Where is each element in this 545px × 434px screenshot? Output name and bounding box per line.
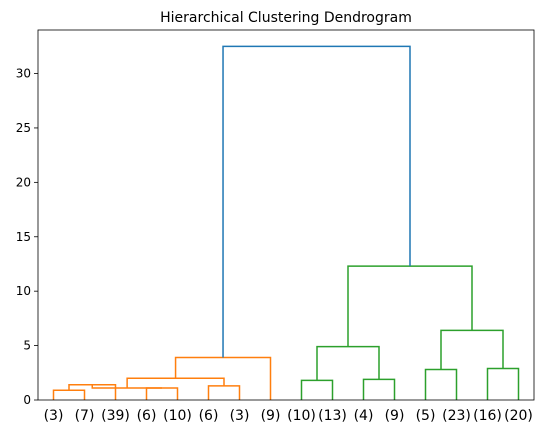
- y-tick-label: 5: [23, 339, 31, 353]
- dendrogram-link: [424, 368, 458, 400]
- plot-frame: [37, 29, 535, 401]
- dendrogram-link: [362, 378, 396, 400]
- chart-title: Hierarchical Clustering Dendrogram: [160, 10, 412, 26]
- y-tick-label: 15: [16, 230, 31, 244]
- leaf-label: (7): [75, 408, 95, 424]
- y-tick-label: 25: [16, 121, 31, 135]
- dendrogram-link: [440, 329, 504, 370]
- leaf-label: (16): [473, 408, 502, 424]
- dendrogram-link: [316, 345, 380, 381]
- leaf-label: (4): [354, 408, 374, 424]
- dendrogram-link: [300, 379, 334, 400]
- leaf-label: (39): [101, 408, 130, 424]
- dendrogram-link: [207, 385, 241, 400]
- leaf-label: (10): [287, 408, 316, 424]
- dendrogram-link: [347, 265, 473, 347]
- leaf-label: (13): [318, 408, 347, 424]
- leaf-label: (6): [137, 408, 157, 424]
- y-tick-label: 10: [16, 284, 31, 298]
- dendrogram-link: [145, 387, 179, 400]
- dendrogram-links: [52, 45, 520, 400]
- leaf-label: (5): [416, 408, 436, 424]
- dendrogram-link: [52, 389, 86, 400]
- leaf-label: (3): [230, 408, 250, 424]
- leaf-labels: (3) (7) (39) (6) (10) (6) (3) (9) (10) (13) (4) (9)…: [44, 408, 533, 424]
- y-axis: 0 5 10 15 20 25 30: [16, 67, 38, 407]
- dendrogram-link: [91, 384, 162, 389]
- leaf-label: (9): [385, 408, 405, 424]
- dendrogram-link: [174, 356, 272, 400]
- leaf-label: (9): [261, 408, 281, 424]
- leaf-label: (10): [163, 408, 192, 424]
- dendrogram-link: [486, 367, 520, 400]
- leaf-label: (6): [199, 408, 219, 424]
- y-tick-label: 20: [16, 175, 31, 189]
- dendrogram-link: [222, 45, 411, 358]
- leaf-label: (20): [504, 408, 533, 424]
- leaf-label: (3): [44, 408, 64, 424]
- y-tick-label: 30: [16, 67, 31, 81]
- leaf-label: (23): [442, 408, 471, 424]
- y-tick-label: 0: [23, 393, 31, 407]
